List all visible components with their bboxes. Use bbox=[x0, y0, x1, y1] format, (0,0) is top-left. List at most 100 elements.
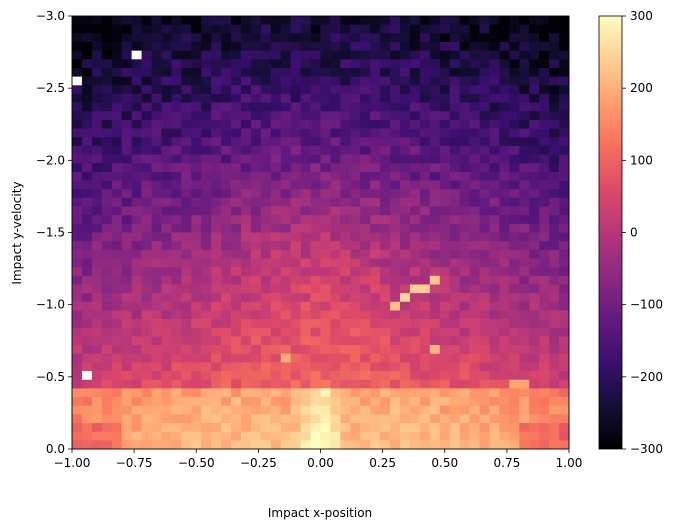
heatmap-cell bbox=[300, 119, 311, 129]
heatmap-cell bbox=[101, 119, 113, 129]
heatmap-cell bbox=[419, 59, 431, 69]
heatmap-cell bbox=[111, 336, 123, 346]
heatmap-cell bbox=[539, 128, 550, 138]
heatmap-cell bbox=[469, 319, 480, 329]
heatmap-cell bbox=[141, 111, 152, 121]
heatmap-cell bbox=[141, 241, 152, 251]
heatmap-cell bbox=[101, 379, 113, 389]
heatmap-cell bbox=[250, 33, 262, 43]
heatmap-cell bbox=[191, 397, 202, 407]
heatmap-cell bbox=[449, 431, 461, 441]
heatmap-cell bbox=[559, 319, 570, 329]
heatmap-cell bbox=[529, 85, 540, 95]
heatmap-cell bbox=[429, 232, 441, 242]
heatmap-cell bbox=[479, 197, 490, 207]
heatmap-cell bbox=[151, 119, 162, 129]
heatmap-cell bbox=[300, 431, 311, 441]
heatmap-cell bbox=[171, 119, 182, 129]
heatmap-cell bbox=[340, 258, 351, 268]
heatmap-cell bbox=[519, 362, 530, 372]
heatmap-cell bbox=[191, 85, 202, 95]
heatmap-cell bbox=[370, 371, 381, 381]
heatmap-cell bbox=[240, 189, 252, 199]
heatmap-cell bbox=[479, 310, 490, 320]
heatmap-cell bbox=[449, 93, 461, 103]
heatmap-cell bbox=[549, 223, 560, 233]
heatmap-cell bbox=[250, 388, 262, 398]
heatmap-cell bbox=[489, 50, 500, 60]
heatmap-cell bbox=[141, 379, 152, 389]
heatmap-cell bbox=[280, 41, 292, 51]
heatmap-cell bbox=[429, 336, 441, 346]
heatmap-cell bbox=[380, 258, 391, 268]
heatmap-cell bbox=[231, 215, 242, 225]
heatmap-cell bbox=[181, 258, 192, 268]
heatmap-cell bbox=[310, 145, 321, 155]
heatmap-cell bbox=[300, 41, 311, 51]
heatmap-cell bbox=[72, 206, 83, 216]
heatmap-cell bbox=[231, 388, 242, 398]
heatmap-cell bbox=[101, 301, 113, 311]
heatmap-cell bbox=[539, 119, 550, 129]
heatmap-cell bbox=[539, 206, 550, 216]
heatmap-cell bbox=[360, 16, 371, 26]
heatmap-cell bbox=[72, 154, 83, 164]
heatmap-cell bbox=[400, 388, 411, 398]
heatmap-cell bbox=[479, 362, 490, 372]
heatmap-cell bbox=[280, 206, 292, 216]
heatmap-cell bbox=[320, 145, 331, 155]
heatmap-cell bbox=[419, 414, 431, 424]
heatmap-cell bbox=[469, 293, 480, 303]
heatmap-cell bbox=[260, 67, 272, 77]
heatmap-cell bbox=[390, 128, 401, 138]
heatmap-cell bbox=[121, 145, 132, 155]
heatmap-cell bbox=[429, 284, 441, 294]
heatmap-cell bbox=[191, 284, 202, 294]
heatmap-cell bbox=[449, 171, 461, 181]
heatmap-cell bbox=[559, 119, 570, 129]
heatmap-cell bbox=[469, 50, 480, 60]
heatmap-cell bbox=[280, 258, 292, 268]
heatmap-cell bbox=[250, 145, 262, 155]
heatmap-cell bbox=[380, 371, 391, 381]
heatmap-cell bbox=[231, 85, 242, 95]
heatmap-cell bbox=[121, 440, 132, 450]
heatmap-cell bbox=[280, 33, 292, 43]
heatmap-cell bbox=[181, 206, 192, 216]
heatmap-cell bbox=[340, 137, 351, 147]
heatmap-cell bbox=[111, 258, 123, 268]
heatmap-cell bbox=[529, 16, 540, 26]
heatmap-cell bbox=[240, 249, 252, 259]
heatmap-cell bbox=[489, 154, 500, 164]
heatmap-cell bbox=[91, 33, 103, 43]
heatmap-cell bbox=[479, 76, 490, 86]
heatmap-cell bbox=[231, 293, 242, 303]
heatmap-cell bbox=[529, 353, 540, 363]
heatmap-cell bbox=[380, 119, 391, 129]
heatmap-cell bbox=[171, 258, 182, 268]
heatmap-cell bbox=[499, 76, 510, 86]
heatmap-cell bbox=[280, 379, 292, 389]
heatmap-cell bbox=[131, 206, 142, 216]
heatmap-cell bbox=[390, 93, 401, 103]
heatmap-cell bbox=[419, 353, 431, 363]
heatmap-cell bbox=[240, 33, 252, 43]
heatmap-cell bbox=[201, 137, 212, 147]
heatmap-cell bbox=[211, 67, 222, 77]
heatmap-cell bbox=[419, 301, 431, 311]
heatmap-cell bbox=[390, 258, 401, 268]
heatmap-cell bbox=[91, 41, 103, 51]
heatmap-cell bbox=[221, 16, 232, 26]
heatmap-cell bbox=[400, 301, 411, 311]
heatmap-cell bbox=[201, 275, 212, 285]
heatmap-cell bbox=[539, 353, 550, 363]
heatmap-cell bbox=[151, 379, 162, 389]
heatmap-cell bbox=[350, 379, 361, 389]
heatmap-cell bbox=[320, 327, 331, 337]
heatmap-cell bbox=[101, 397, 113, 407]
heatmap-cell bbox=[151, 41, 162, 51]
heatmap-cell bbox=[439, 41, 451, 51]
heatmap-cell bbox=[519, 93, 530, 103]
heatmap-cell bbox=[340, 102, 351, 112]
heatmap-cell bbox=[310, 327, 321, 337]
